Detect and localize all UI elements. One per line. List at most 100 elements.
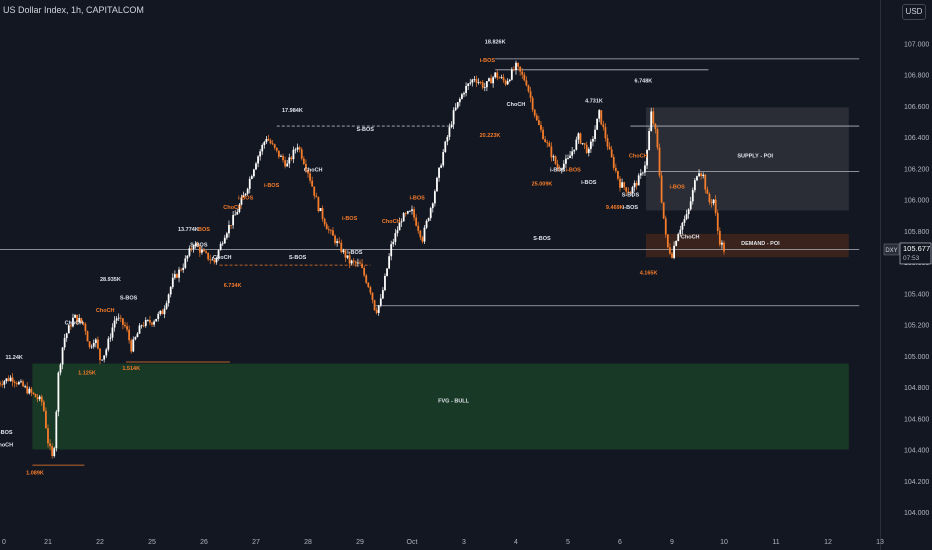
annotation-label: i-BOS (264, 183, 280, 189)
candle-body (323, 218, 326, 225)
candle-body (67, 325, 70, 334)
candle-body (142, 325, 145, 327)
candle-body (700, 173, 703, 176)
annotation-label: ChoCH (629, 153, 648, 159)
candle-body (63, 338, 66, 348)
candle-body (373, 300, 376, 311)
candle-body (0, 383, 2, 385)
price-axis[interactable] (880, 0, 932, 550)
candle-body (321, 208, 324, 219)
candle-body (17, 382, 20, 385)
candle-body (390, 244, 393, 257)
candle-body (646, 150, 648, 166)
candle-body (302, 158, 305, 164)
candle-body (685, 214, 688, 220)
candle-body (80, 318, 83, 323)
candle-body (217, 250, 220, 258)
candle-body (248, 178, 251, 189)
annotation-label: S-BOS (356, 127, 374, 133)
candle-body (396, 230, 399, 234)
candle-body (88, 341, 91, 347)
candle-body (171, 277, 174, 288)
candle-body (633, 183, 636, 188)
candle-body (257, 156, 259, 164)
candle-body (417, 225, 420, 231)
candle-body (282, 155, 284, 161)
candle-body (431, 203, 434, 209)
candle-body (115, 318, 118, 321)
candle-body (477, 82, 480, 83)
candle-body (619, 178, 621, 188)
candle-body (1, 384, 4, 386)
candle-body (186, 255, 189, 259)
candle-body (153, 321, 155, 325)
candle-body (357, 262, 359, 264)
candle-body (28, 388, 31, 394)
candle-body (429, 208, 432, 219)
candle-body (265, 138, 268, 142)
candle-body (498, 77, 501, 79)
zone (646, 233, 849, 258)
annotation-label: 11.24K (5, 355, 22, 361)
candle-body (365, 275, 368, 283)
candle-body (494, 72, 497, 78)
candle-body (548, 142, 551, 147)
candle-body (34, 393, 37, 398)
candle-body (327, 229, 330, 231)
candle-body (134, 337, 137, 340)
candle-body (209, 259, 212, 261)
candle-body (698, 173, 700, 177)
candle-body (542, 129, 544, 140)
candle-body (192, 246, 195, 249)
candle-body (11, 377, 14, 382)
candle-body (198, 246, 201, 253)
candle-body (201, 250, 203, 253)
candle-body (90, 346, 93, 348)
candle-body (228, 225, 230, 234)
candle-body (74, 314, 76, 318)
candle-body (157, 313, 160, 319)
candle-body (121, 318, 124, 325)
candle-body (479, 82, 482, 83)
annotation-label: S-BOS (0, 430, 13, 436)
annotation-label: 28.935K (100, 277, 121, 283)
candle-body (190, 248, 193, 250)
candle-body (61, 347, 64, 365)
candle-body (267, 138, 270, 141)
candle-body (704, 174, 707, 190)
candle-body (261, 145, 264, 152)
candle-body (575, 139, 578, 150)
candle-body (448, 127, 451, 137)
candle-body (683, 219, 686, 223)
annotation-label: ChoCH (96, 308, 115, 314)
candle-body (84, 323, 87, 332)
candle-body (124, 324, 126, 327)
annotation-label: ChoCH (304, 167, 323, 173)
candle-body (519, 66, 522, 72)
currency-button[interactable]: USD (902, 4, 926, 20)
candle-body (433, 191, 436, 204)
candle-body (119, 317, 122, 319)
candle-body (475, 79, 478, 83)
candle-body (696, 176, 698, 181)
candle-body (140, 325, 143, 327)
candle-body (346, 255, 349, 258)
candle-body (573, 149, 576, 152)
candle-body (354, 261, 357, 264)
annotation-label: ChoCH (507, 102, 526, 108)
annotation-label: i-BOS (670, 185, 686, 191)
candle-body (117, 317, 120, 319)
annotation-label: 6.748K (635, 78, 653, 84)
candle-body (392, 241, 395, 245)
candle-body (307, 169, 309, 174)
candle-body (552, 156, 555, 158)
candle-body (371, 292, 374, 301)
candle-body (513, 69, 515, 71)
candle-body (24, 386, 27, 388)
candle-body (458, 98, 461, 103)
candle-body (57, 372, 60, 412)
candle-body (72, 317, 74, 327)
candle-body (627, 191, 630, 193)
candle-body (313, 186, 316, 196)
